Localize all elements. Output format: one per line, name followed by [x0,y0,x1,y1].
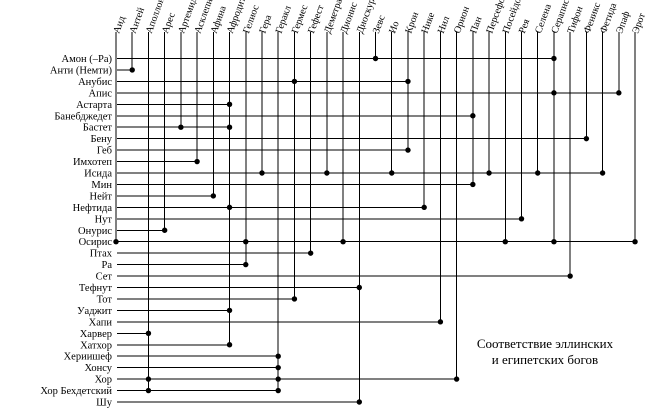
dot-птах-гефест [307,250,314,256]
egyptian-label-астарта: Астарта [76,100,112,111]
egyptian-label-анубис: Анубис [78,77,112,88]
dot-ра-гелиос [243,261,249,268]
egyptian-label-мин: Мин [91,180,112,191]
egyptian-label-хериишеф: Хериишеф [64,352,113,363]
dot-тефнут-диоскуры [356,284,362,291]
dot-астарта-афродита [226,101,233,108]
dot-имхотеп-асклепий [194,158,200,165]
dot-мин-пан [470,181,476,188]
caption-line-2: и египетских богов [492,352,598,367]
egyptian-label-нейт: Нейт [90,191,113,202]
greek-label-рея: Рея [517,17,532,35]
egyptian-label-онурис: Онурис [78,226,112,237]
dot-нейт-афина [210,193,217,199]
egyptian-label-анти-немти: Анти (Немти) [50,65,113,76]
dot-исида-селена [535,170,541,176]
egyptian-label-бастет: Бастет [83,123,113,134]
dot-апис-эпаф [616,90,622,96]
greek-label-эрот: Эрот [631,11,649,35]
dot-нут-рея [518,216,525,222]
egyptian-label-тефнут: Тефнут [79,283,112,294]
egyptian-god-lines [117,58,636,403]
egyptian-label-апис: Апис [89,88,113,99]
dot-бастет-артемида [178,124,184,130]
egyptian-god-labels: Амон (–Ра)Анти (Немти)АнубисАписАстартаБ… [40,54,112,409]
greek-label-нил: Нил [436,15,452,35]
dot-хор-бехдетский-аполлон [145,387,152,394]
dot-шу-диоскуры [356,399,362,405]
dot-хор-бехдетский-геракл [275,387,281,394]
dot-онурис-арес [161,227,168,233]
egyptian-label-нефтида: Нефтида [73,203,113,214]
dot-осирис-посейдон [502,239,508,245]
egyptian-label-харвер: Харвер [80,329,112,340]
egyptian-label-ра: Ра [102,260,113,271]
dot-хор-орион [453,376,460,382]
egyptian-label-уаджит: Уаджит [77,306,112,317]
dot-осирис-дионис [340,239,346,245]
dot-уаджит-афродита [226,307,233,314]
dot-апис-сераписе [551,90,557,96]
greek-label-гера: Гера [257,13,274,35]
dot-хонсу-геракл [275,364,281,371]
dot-осирис-гелиос [243,239,249,245]
dot-сет-тифон [567,273,573,279]
dot-тот-гермес [291,296,298,302]
egyptian-label-шу: Шу [96,398,113,409]
dot-анти-немти-антей [129,67,135,73]
egyptian-label-хор-бехдетский: Хор Бехдетский [40,386,112,397]
egyptian-label-тот: Тот [97,294,113,305]
egyptian-label-амон-ра: Амон (–Ра) [62,54,113,65]
egyptian-label-сет: Сет [96,272,113,283]
dot-хапи-нил [437,319,444,325]
egyptian-label-имхотеп: Имхотеп [73,157,112,168]
dot-исида-персефона [486,170,492,176]
dot-амон-ра-зевс [372,55,379,62]
dot-хериишеф-геракл [275,353,281,359]
dot-амон-ра-сераписе [551,55,557,62]
dot-бастет-афродита [226,124,233,130]
dot-исида-ио [389,170,395,176]
connection-dots [113,55,638,405]
dot-геб-крон [405,147,411,153]
dot-хор-геракл [275,376,281,382]
egyptian-label-хатхор: Хатхор [80,340,112,351]
greek-label-пан: Пан [468,15,484,35]
greek-label-ио: Ио [387,20,402,35]
dot-осирис-аид [113,239,119,245]
greek-god-lines [115,32,636,402]
dot-хатхор-афродита [226,342,233,348]
dot-нефтида-афродита [226,204,233,211]
egyptian-label-бену: Бену [90,134,112,145]
dot-хор-аполлон [145,376,152,382]
dot-осирис-сераписе [551,239,557,245]
dot-анубис-гермес [291,78,298,85]
greek-label-зевс: Зевс [371,13,388,35]
dot-исида-гера [259,170,265,176]
dot-нефтида-нике [421,204,427,211]
egyptian-label-исида: Исида [84,169,112,180]
egyptian-label-птах: Птах [90,249,113,260]
egyptian-label-нут: Нут [95,214,113,225]
egyptian-label-банебджедет: Банебджедет [54,111,112,122]
egyptian-label-хор: Хор [95,375,112,386]
caption-line-1: Соответствие эллинских [477,336,614,351]
dot-харвер-аполлон [145,330,152,336]
greek-label-аид: Аид [111,15,127,35]
greek-god-labels: Аид АнтейАполлонАресАртемидаАсклепийАфина… [111,0,648,35]
dot-банебджедет-пан [470,113,476,119]
dot-бену-феникс [583,135,590,142]
egyptian-label-хапи: Хапи [89,317,113,328]
dot-анубис-крон [405,78,411,85]
dot-исида-фетида [599,170,606,176]
dot-осирис-эрот [632,239,638,245]
egyptian-label-геб: Геб [97,146,112,157]
egyptian-label-осирис: Осирис [79,237,113,248]
dot-исида-деметра [324,170,330,176]
egyptian-label-хонсу: Хонсу [84,363,112,374]
